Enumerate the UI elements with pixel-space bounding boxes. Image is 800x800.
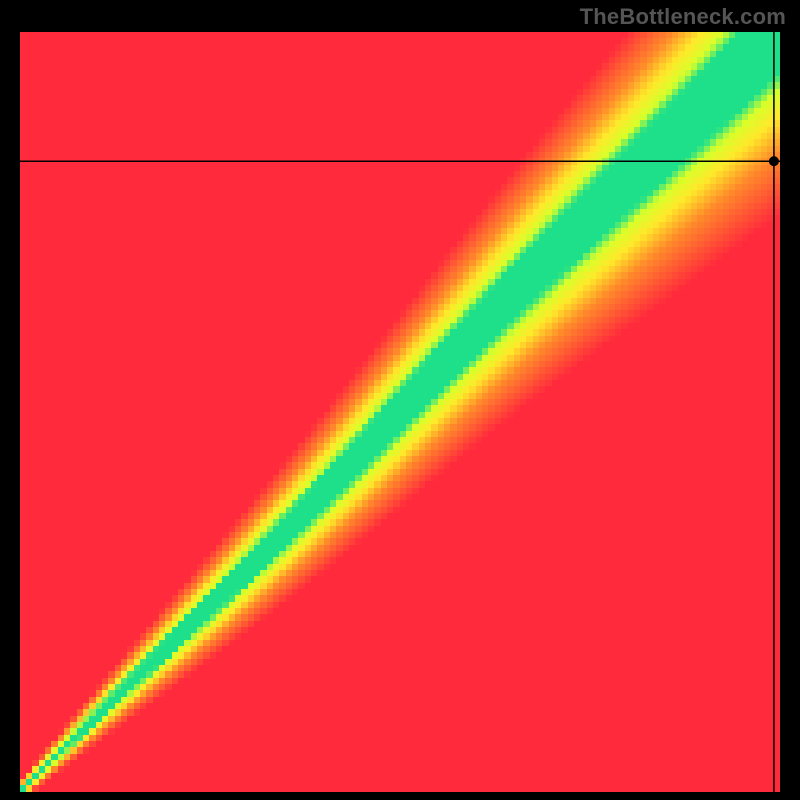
heatmap-canvas: [20, 32, 780, 792]
heatmap-plot: [20, 32, 780, 792]
chart-container: TheBottleneck.com: [0, 0, 800, 800]
watermark-label: TheBottleneck.com: [580, 4, 786, 30]
